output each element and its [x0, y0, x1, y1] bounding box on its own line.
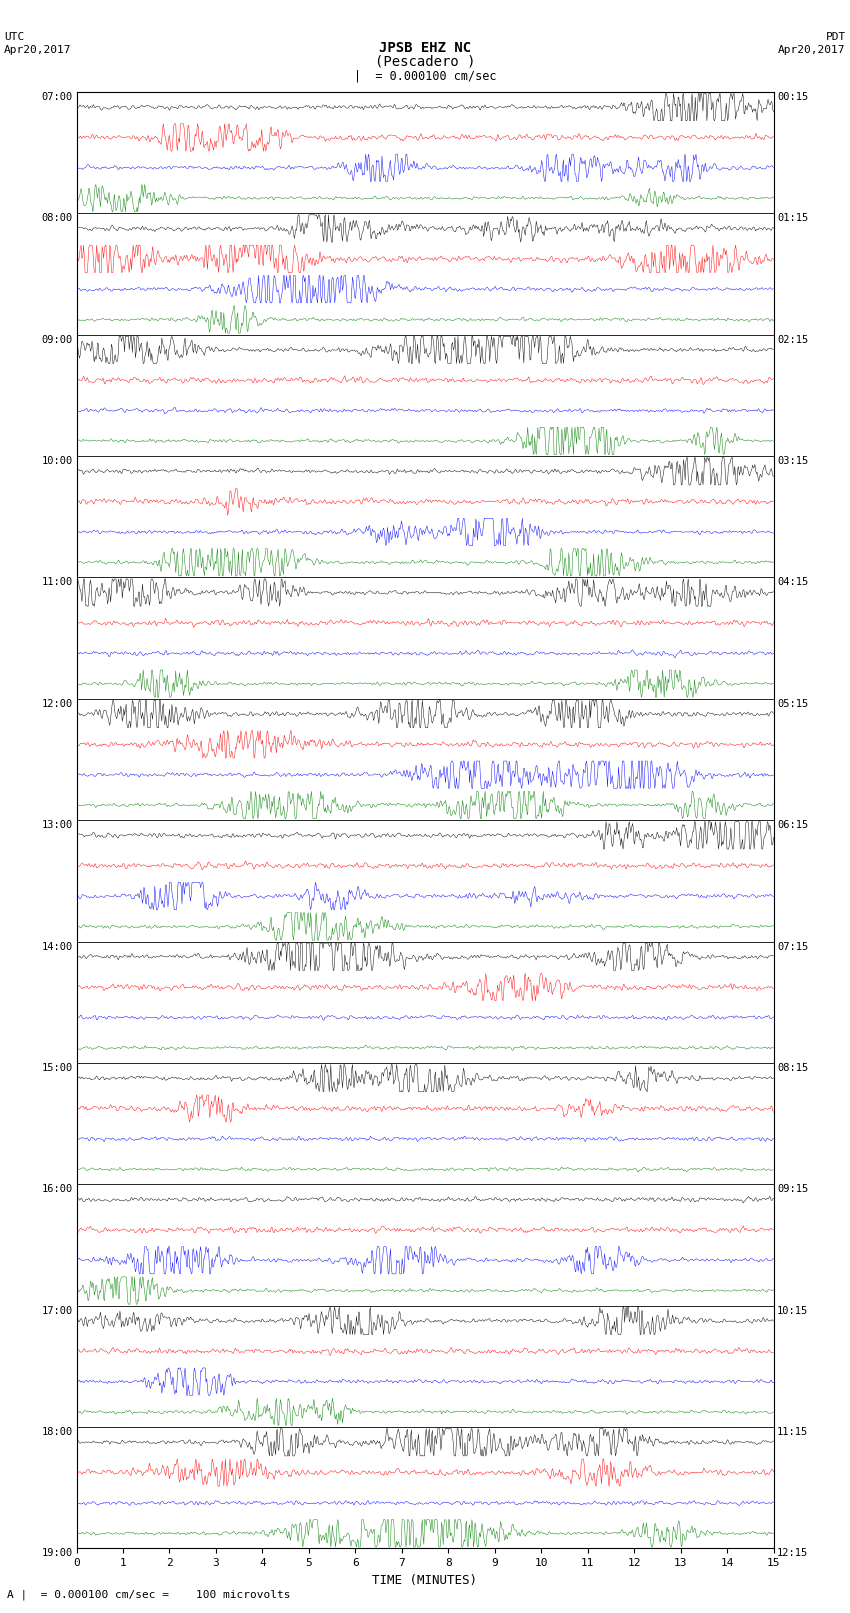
Text: Apr20,2017: Apr20,2017 [779, 45, 846, 55]
Text: JPSB EHZ NC: JPSB EHZ NC [379, 40, 471, 55]
Text: 02:15: 02:15 [777, 336, 808, 345]
Text: 13:00: 13:00 [42, 821, 73, 831]
Text: 19:00: 19:00 [42, 1548, 73, 1558]
Text: 10:00: 10:00 [42, 456, 73, 466]
Text: 08:00: 08:00 [42, 213, 73, 223]
Text: A |  = 0.000100 cm/sec =    100 microvolts: A | = 0.000100 cm/sec = 100 microvolts [7, 1589, 291, 1600]
Text: 17:00: 17:00 [42, 1307, 73, 1316]
Text: 10:15: 10:15 [777, 1307, 808, 1316]
Text: UTC: UTC [4, 32, 25, 42]
Text: 04:15: 04:15 [777, 577, 808, 587]
Text: PDT: PDT [825, 32, 846, 42]
Text: Apr20,2017: Apr20,2017 [4, 45, 71, 55]
Text: 03:15: 03:15 [777, 456, 808, 466]
Text: 12:00: 12:00 [42, 698, 73, 708]
Text: |  = 0.000100 cm/sec: | = 0.000100 cm/sec [354, 69, 496, 82]
Text: 18:00: 18:00 [42, 1428, 73, 1437]
Text: 07:00: 07:00 [42, 92, 73, 102]
Text: 09:15: 09:15 [777, 1184, 808, 1194]
Text: 16:00: 16:00 [42, 1184, 73, 1194]
Text: 14:00: 14:00 [42, 942, 73, 952]
Text: 12:15: 12:15 [777, 1548, 808, 1558]
Text: 11:00: 11:00 [42, 577, 73, 587]
Text: 11:15: 11:15 [777, 1428, 808, 1437]
Text: (Pescadero ): (Pescadero ) [375, 55, 475, 69]
Text: 00:15: 00:15 [777, 92, 808, 102]
Text: 09:00: 09:00 [42, 336, 73, 345]
Text: 06:15: 06:15 [777, 821, 808, 831]
Text: 15:00: 15:00 [42, 1063, 73, 1073]
Text: 01:15: 01:15 [777, 213, 808, 223]
X-axis label: TIME (MINUTES): TIME (MINUTES) [372, 1574, 478, 1587]
Text: 08:15: 08:15 [777, 1063, 808, 1073]
Text: 07:15: 07:15 [777, 942, 808, 952]
Text: 05:15: 05:15 [777, 698, 808, 708]
